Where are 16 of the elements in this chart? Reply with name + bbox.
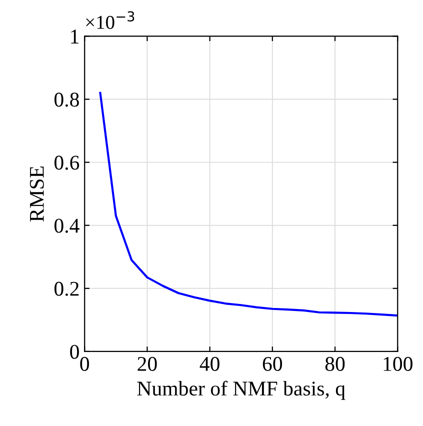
x-tick-label: 60 (262, 356, 282, 371)
x-tick-label: 40 (200, 356, 220, 371)
x-axis-title: Number of NMF basis, q (137, 380, 346, 400)
y-tick-label: 1 (71, 30, 78, 44)
y-tick-label: 0.6 (54, 156, 80, 170)
x-tick-label: 100 (384, 356, 412, 371)
y-axis-title: RMSE (30, 166, 44, 222)
y-tick-label: 0 (70, 344, 79, 359)
x-tick-label: 0 (80, 356, 90, 371)
line-series (99, 92, 398, 317)
y-tick-label: 0.4 (54, 218, 80, 233)
x-tick-label: 80 (325, 356, 345, 371)
y-tick-label: 0.2 (54, 282, 79, 296)
text: ×10$^{−3}$ (86, 11, 134, 29)
y-tick-label: 0.8 (54, 92, 79, 107)
x-tick-label: 20 (138, 356, 157, 371)
